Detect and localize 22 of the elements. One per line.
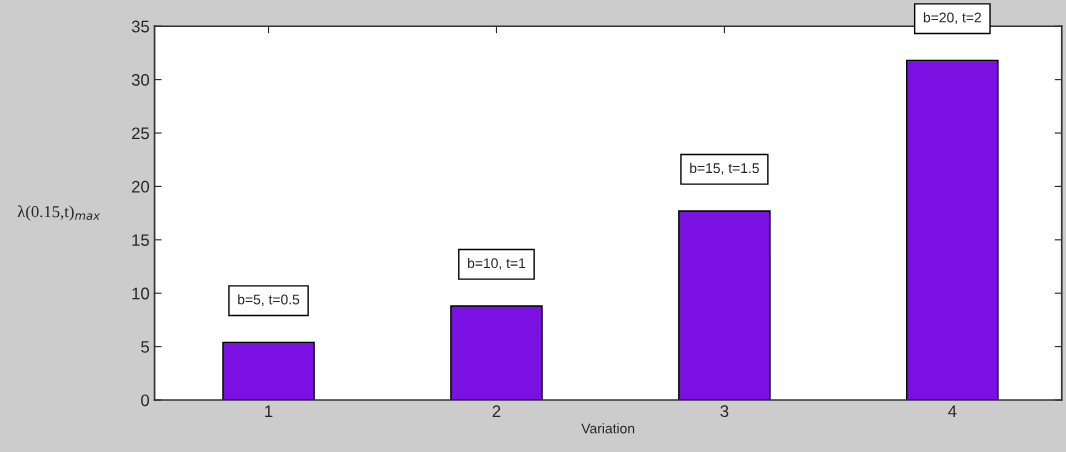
bar	[906, 59, 999, 401]
x-tick-label: 1	[265, 405, 273, 417]
bar	[222, 341, 315, 401]
x-tick-label: 3	[720, 405, 729, 418]
annotation: b=10, t=1	[468, 257, 526, 270]
y-axis-title: λ(0.15,t)$_{max}$	[17, 205, 101, 221]
y-tick-label: 15	[132, 234, 150, 247]
x-tick-label: 4	[948, 405, 957, 417]
y-tick-label: 20	[132, 180, 150, 193]
y-tick-label: 5	[141, 341, 150, 353]
y-tick-label: 30	[131, 74, 150, 86]
x-axis-title: Variation	[581, 423, 635, 434]
x-tick-label: 2	[492, 405, 501, 417]
annotation: b=5, t=0.5	[238, 294, 300, 307]
annotation: b=15, t=1.5	[690, 162, 759, 175]
bar	[678, 210, 771, 401]
y-tick-label: 25	[132, 127, 150, 140]
bar	[450, 305, 543, 401]
y-tick-label: 35	[131, 20, 150, 33]
y-tick-label: 0	[141, 394, 150, 407]
y-tick-label: 10	[132, 287, 150, 300]
annotation: b=20, t=2	[923, 12, 981, 25]
